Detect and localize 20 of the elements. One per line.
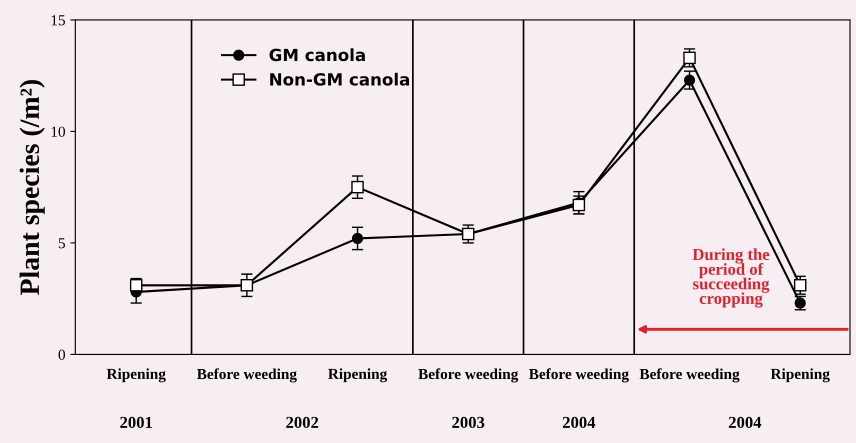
y-tick-label: 10 (52, 126, 66, 137)
y-tick-label: 0 (58, 350, 66, 360)
legend-label: Non-GM canola (270, 72, 410, 86)
x-tick-label: Before weeding (418, 368, 518, 382)
x-tick-label: Before weeding (640, 368, 740, 382)
x-tick-label: Ripening (328, 368, 388, 382)
text: 2002 (286, 416, 318, 428)
x-tick-label: Ripening (106, 368, 166, 382)
text: 2001 (120, 416, 152, 428)
text: 2004 (728, 416, 762, 428)
text: 2004 (562, 416, 596, 428)
x-tick-label: Before weeding (196, 368, 297, 382)
x-tick-label: Before weeding (528, 368, 629, 382)
legend-label: GM canola (270, 48, 365, 62)
y-axis-title: Plant species (/m²) (20, 80, 45, 296)
x-tick-label: Ripening (770, 368, 830, 382)
text: 2003 (452, 416, 484, 428)
y-tick-label: 15 (52, 15, 66, 26)
annotation: During the period of succeeding cropping (692, 248, 770, 308)
y-tick-label: 5 (58, 238, 66, 248)
